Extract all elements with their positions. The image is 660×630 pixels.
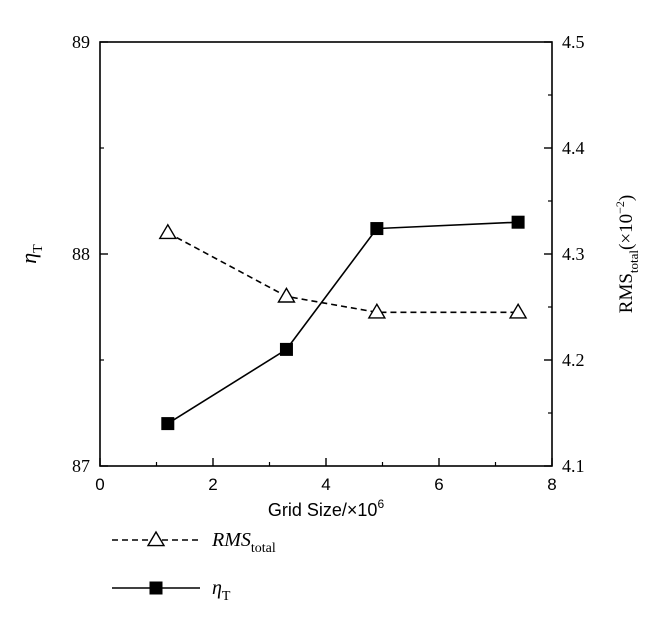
x-axis-label-exponent: 6 [377,497,384,511]
left-y-tick-label: 89 [72,32,90,52]
right-y-axis-label-close: ) [616,195,637,201]
left-y-axis-label: ηT [16,244,46,264]
x-axis-label: Grid Size/×106 [268,497,385,520]
x-axis-label-text: Grid Size/×10 [268,500,378,520]
legend-triangle-marker [146,530,166,547]
plot-frame [99,41,553,467]
triangle-marker [367,302,387,319]
x-tick-label: 8 [547,475,556,494]
square-marker [370,222,384,236]
x-axis-ticks: 0 2 4 6 8 [95,458,557,494]
legend-item: ηT [112,577,231,604]
x-tick-label: 2 [208,475,217,494]
right-y-tick-label: 4.4 [562,138,585,158]
right-y-axis-label-main: RMS [616,273,637,313]
legend-label-main: RMS [211,529,251,551]
legend-label-subscript: T [222,589,231,604]
x-tick-label: 4 [321,475,330,494]
right-y-axis-label-suffix: (×10 [616,214,637,250]
right-y-tick-label: 4.5 [562,32,585,52]
left-y-tick-label: 88 [72,244,90,264]
legend-label-subscript: total [251,541,276,556]
left-y-axis-label-symbol: η [16,253,41,264]
x-tick-label: 6 [434,475,443,494]
left-y-axis-ticks: 87 88 89 [72,32,108,476]
series-line [167,232,519,314]
x-tick-label: 0 [95,475,104,494]
right-y-axis-label: RMStotal(×10−2) [613,195,641,313]
series-rms-total [158,223,528,319]
square-marker [511,215,525,229]
legend-item: RMStotal [112,529,276,556]
series-eta-t [161,215,525,431]
left-y-tick-label: 87 [72,456,90,476]
square-marker [161,417,175,431]
triangle-marker [508,302,528,319]
series-layer [158,215,528,431]
right-y-tick-label: 4.2 [562,350,585,370]
triangle-marker [158,223,178,240]
legend-label: RMStotal [211,529,276,556]
legend-square-marker [149,581,163,595]
legend: RMStotal ηT [112,529,276,604]
series-line [167,221,519,425]
square-marker [279,342,293,356]
left-y-axis-label-subscript: T [31,244,46,253]
right-y-axis-label-exponent: −2 [613,201,627,214]
right-y-tick-label: 4.3 [562,244,585,264]
legend-label: ηT [212,577,231,604]
legend-label-main: η [212,577,222,599]
right-y-tick-label: 4.1 [562,456,585,476]
triangle-marker [277,287,296,303]
right-y-axis-label-subscript: total [626,250,641,273]
right-y-axis-ticks: 4.1 4.2 4.3 4.4 4.5 [544,32,585,476]
